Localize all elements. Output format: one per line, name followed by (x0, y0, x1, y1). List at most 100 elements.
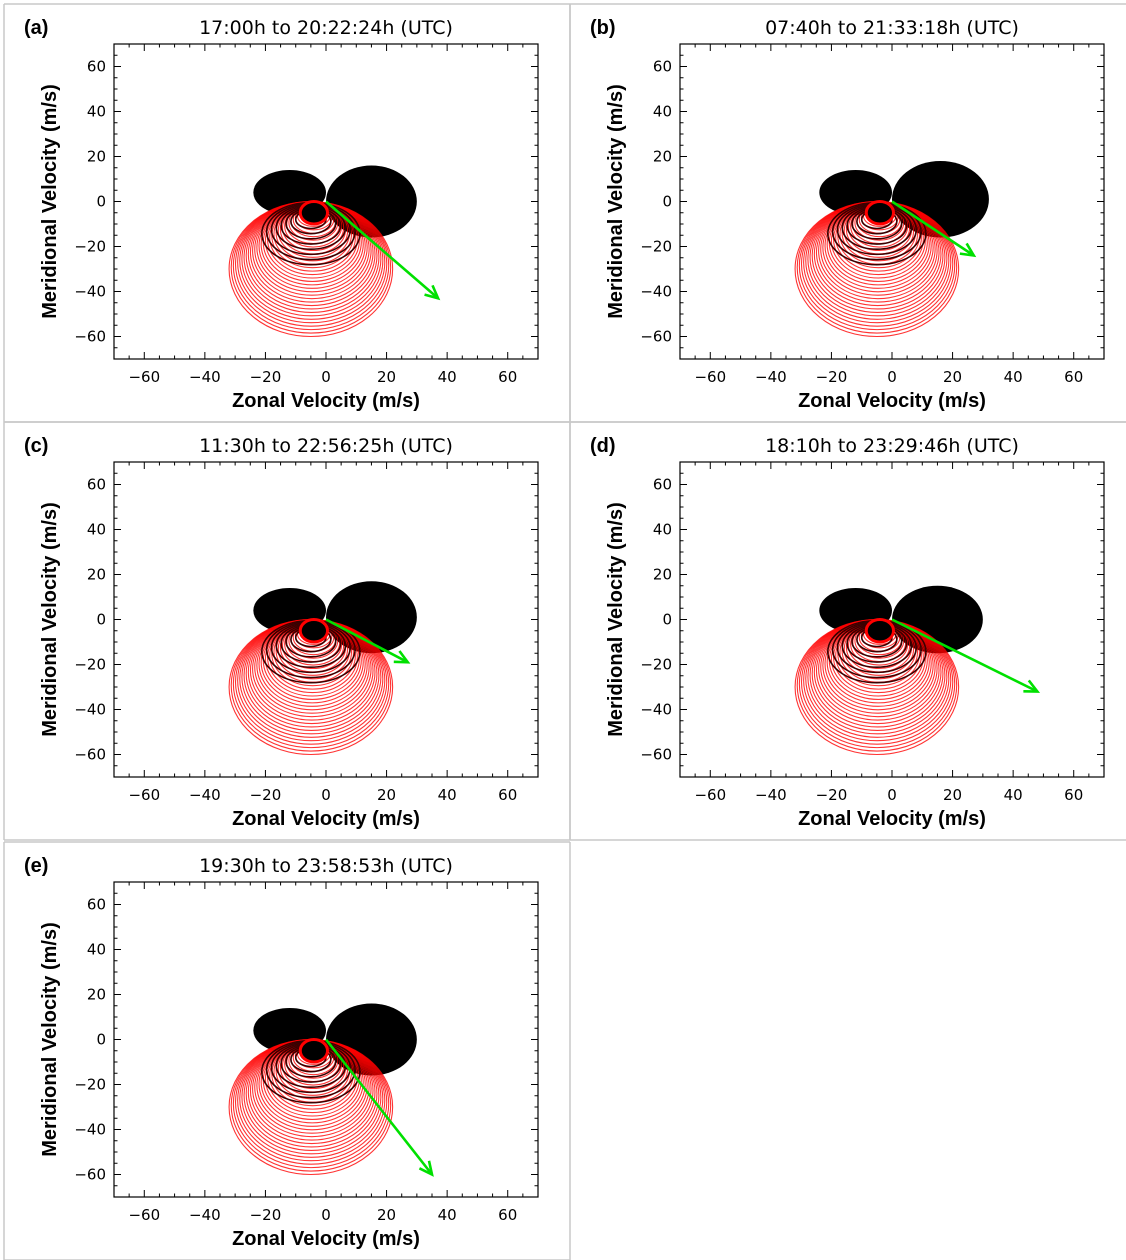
mean-vector-arrow (325, 200, 439, 300)
x-tick-label: −40 (755, 368, 787, 386)
y-tick-label: −60 (640, 328, 672, 346)
x-axis-title: Zonal Velocity (m/s) (798, 390, 986, 412)
x-axis: −60 −40 −20 0 20 40 60 (679, 44, 1105, 386)
y-tick-label: 20 (87, 566, 106, 584)
chart-title: 19:30h to 23:58:53h (UTC) (199, 855, 453, 877)
center-ring (298, 1038, 330, 1064)
x-axis: −60 −40 −20 0 20 40 60 (679, 462, 1105, 804)
y-axis: −60 −40 −20 0 20 40 60 (74, 461, 538, 778)
x-tick-label: −20 (250, 1206, 282, 1224)
chart-title: 07:40h to 21:33:18h (UTC) (765, 17, 1019, 39)
mean-vector-arrow (324, 1038, 434, 1176)
y-axis-title: Meridional Velocity (m/s) (605, 502, 627, 737)
x-tick-label: 40 (438, 786, 457, 804)
x-axis: −60 −40 −20 0 20 40 60 (113, 462, 539, 804)
x-tick-label: −20 (250, 786, 282, 804)
chart-panel: −60 −40 −20 0 20 40 60 −60 −40 −20 0 20 40 60 (a) 17:00… (3, 3, 571, 423)
mean-vector-arrowhead (959, 242, 977, 258)
y-axis-title: Meridional Velocity (m/s) (39, 84, 61, 319)
mean-vector-arrow (891, 618, 1038, 693)
x-tick-label: −60 (128, 786, 160, 804)
y-tick-label: −40 (74, 1121, 106, 1139)
y-tick-label: 20 (653, 148, 672, 166)
plot-area (228, 1003, 417, 1176)
y-axis: −60 −40 −20 0 20 40 60 (74, 881, 538, 1198)
x-tick-label: 60 (1064, 368, 1083, 386)
x-tick-label: 20 (377, 786, 396, 804)
y-axis-title: Meridional Velocity (m/s) (39, 502, 61, 737)
x-tick-label: 40 (438, 368, 457, 386)
x-tick-label: −40 (755, 786, 787, 804)
x-tick-label: 20 (943, 368, 962, 386)
chart-title: 18:10h to 23:29:46h (UTC) (765, 435, 1019, 457)
y-tick-label: 0 (96, 611, 106, 629)
chart-svg: −60 −40 −20 0 20 40 60 −60 −40 −20 0 20 40 60 (d) 18:10… (569, 421, 1126, 841)
chart-panel: −60 −40 −20 0 20 40 60 −60 −40 −20 0 20 40 60 (c) 11:30… (3, 421, 571, 841)
y-tick-label: −20 (640, 238, 672, 256)
x-tick-label: 40 (438, 1206, 457, 1224)
y-tick-label: −40 (74, 283, 106, 301)
y-tick-label: 0 (96, 193, 106, 211)
x-tick-label: −60 (128, 1206, 160, 1224)
x-axis: −60 −40 −20 0 20 40 60 (113, 44, 539, 386)
panel-letter: (d) (590, 435, 616, 457)
x-axis-title: Zonal Velocity (m/s) (232, 1228, 420, 1250)
y-tick-label: −40 (74, 701, 106, 719)
x-tick-label: −20 (816, 368, 848, 386)
y-tick-label: 60 (87, 58, 106, 76)
x-tick-label: 60 (1064, 786, 1083, 804)
y-axis: −60 −40 −20 0 20 40 60 (640, 43, 1104, 360)
chart-panel: −60 −40 −20 0 20 40 60 −60 −40 −20 0 20 40 60 (d) 18:10… (569, 421, 1126, 841)
x-tick-label: 20 (377, 368, 396, 386)
x-axis-title: Zonal Velocity (m/s) (798, 808, 986, 830)
x-tick-label: 0 (321, 786, 331, 804)
y-axis-title: Meridional Velocity (m/s) (39, 922, 61, 1157)
x-tick-label: −40 (189, 368, 221, 386)
y-tick-label: −40 (640, 283, 672, 301)
y-tick-label: 20 (87, 986, 106, 1004)
chart-panel: −60 −40 −20 0 20 40 60 −60 −40 −20 0 20 40 60 (b) 07:40… (569, 3, 1126, 423)
y-axis: −60 −40 −20 0 20 40 60 (640, 461, 1104, 778)
x-tick-label: 0 (887, 368, 897, 386)
y-tick-label: −60 (74, 1166, 106, 1184)
plot-area (794, 585, 983, 756)
x-tick-label: −40 (189, 786, 221, 804)
mean-vector-arrowhead (424, 284, 441, 301)
center-ring (864, 200, 896, 226)
y-axis-title: Meridional Velocity (m/s) (605, 84, 627, 319)
plot-area (794, 161, 989, 338)
y-tick-label: 20 (653, 566, 672, 584)
y-tick-label: 60 (653, 58, 672, 76)
x-tick-label: −40 (189, 1206, 221, 1224)
panel-letter: (c) (24, 435, 48, 457)
mean-vector-arrow (325, 618, 409, 664)
plot-area (228, 165, 417, 338)
y-tick-label: −20 (74, 1076, 106, 1094)
y-tick-label: −60 (640, 746, 672, 764)
x-tick-label: 40 (1004, 786, 1023, 804)
chart-title: 17:00h to 20:22:24h (UTC) (199, 17, 453, 39)
y-tick-label: 0 (662, 193, 672, 211)
x-tick-label: 40 (1004, 368, 1023, 386)
y-axis: −60 −40 −20 0 20 40 60 (74, 43, 538, 360)
y-tick-label: 40 (653, 103, 672, 121)
mean-vector-arrow (891, 200, 975, 257)
chart-svg: −60 −40 −20 0 20 40 60 −60 −40 −20 0 20 40 60 (b) 07:40… (569, 3, 1126, 423)
center-ring (298, 618, 330, 644)
y-tick-label: −40 (640, 701, 672, 719)
x-tick-label: 0 (887, 786, 897, 804)
y-tick-label: 60 (87, 476, 106, 494)
x-tick-label: 60 (498, 1206, 517, 1224)
chart-svg: −60 −40 −20 0 20 40 60 −60 −40 −20 0 20 40 60 (c) 11:30… (3, 421, 571, 841)
x-tick-label: 60 (498, 786, 517, 804)
center-ring (864, 618, 896, 644)
x-tick-label: −60 (694, 786, 726, 804)
chart-title: 11:30h to 22:56:25h (UTC) (199, 435, 453, 457)
y-tick-label: 40 (87, 941, 106, 959)
y-tick-label: −20 (640, 656, 672, 674)
y-tick-label: 40 (653, 521, 672, 539)
x-tick-label: 0 (321, 1206, 331, 1224)
plot-area (228, 581, 417, 756)
x-tick-label: −60 (694, 368, 726, 386)
x-tick-label: −20 (816, 786, 848, 804)
